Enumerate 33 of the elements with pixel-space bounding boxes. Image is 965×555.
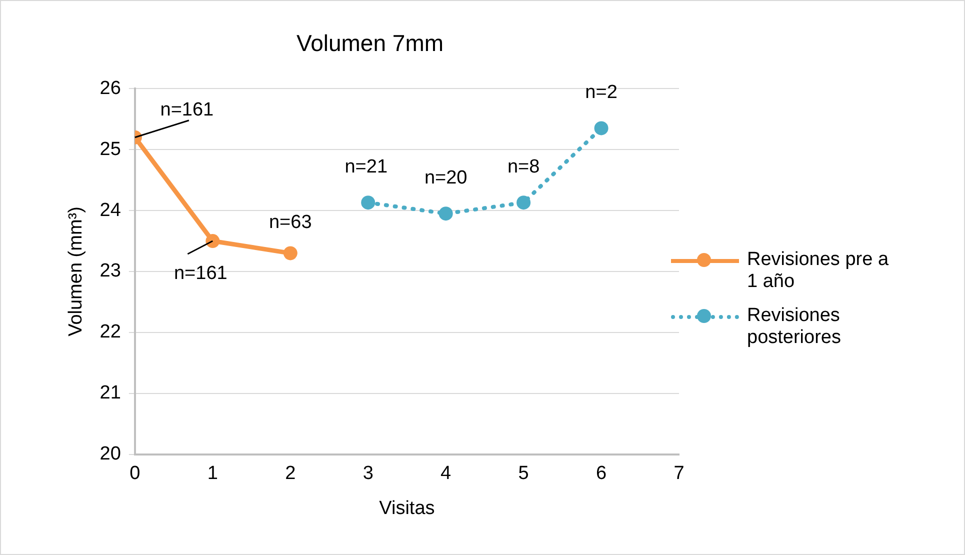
x-tick-label: 4: [440, 463, 452, 484]
point: [361, 196, 376, 210]
annotation: n=20: [424, 168, 468, 189]
legend-label: Revisiones posteriores: [747, 305, 842, 349]
point: [594, 121, 608, 136]
y-axis-title: Volumen (mm³): [66, 206, 87, 336]
x-tick-label: 0: [130, 463, 140, 484]
x-tick-label: 6: [596, 463, 607, 484]
x-tick-label: 7: [674, 463, 684, 484]
y-tick-label: 23: [100, 260, 121, 282]
annotation: n=63: [268, 212, 312, 234]
point: [206, 234, 220, 248]
annotation: n=8: [507, 156, 540, 178]
annotation: n=2: [585, 82, 618, 104]
x-tick-label: 1: [207, 463, 218, 484]
x-tick-label: 2: [285, 463, 296, 484]
point: [283, 246, 298, 260]
annotation: n=21: [344, 156, 388, 178]
y-tick-label: 20: [100, 444, 121, 465]
x-axis-title: Visitas: [379, 498, 435, 519]
point: [516, 196, 531, 210]
chart-title: Volumen 7mm: [296, 30, 444, 56]
x-tick-label: 3: [362, 463, 374, 484]
legend-label: Revisiones pre a 1 año: [747, 249, 890, 293]
x-tick-label: 5: [518, 463, 529, 484]
annotation: n=161: [174, 263, 228, 284]
y-tick-label: 26: [100, 78, 121, 99]
y-tick-label: 21: [100, 382, 121, 404]
y-tick-label: 24: [100, 200, 122, 221]
annotation: n=161: [160, 99, 214, 120]
y-tick-label: 25: [100, 138, 121, 160]
y-tick-label: 22: [100, 322, 121, 343]
point: [438, 206, 453, 221]
